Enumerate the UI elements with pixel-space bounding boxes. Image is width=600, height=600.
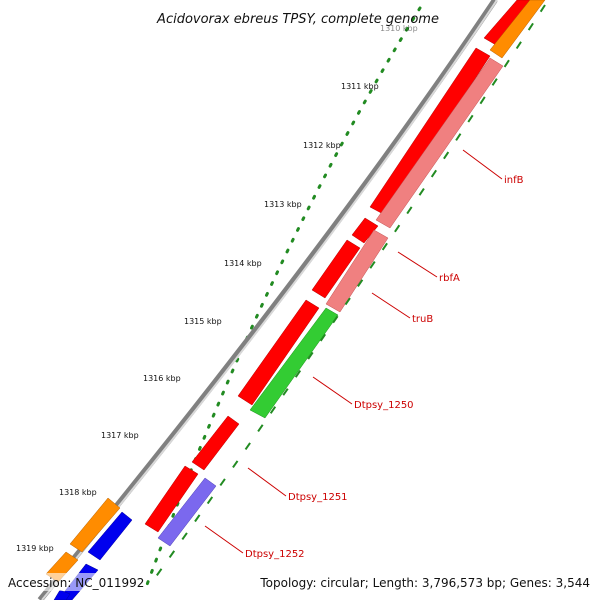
genome-title: Acidovorax ebreus TPSY, complete genome xyxy=(156,12,439,27)
tick-label-1312: 1312 kbp xyxy=(303,141,341,150)
reverse-strand-track xyxy=(157,0,546,547)
rbfA-leader xyxy=(397,251,438,278)
infB-gene-feature[interactable] xyxy=(375,57,504,229)
cds-feature-lower[interactable] xyxy=(144,465,199,533)
Dtpsy-1251-leader xyxy=(247,467,287,497)
scale-dotted-ring xyxy=(143,6,422,592)
gene-label-infB[interactable]: infB xyxy=(504,175,524,186)
genome-backbone-highlight xyxy=(41,0,498,600)
rbfA-gene-feature[interactable] xyxy=(325,229,389,313)
gene-label-truB[interactable]: truB xyxy=(412,314,433,325)
tick-labels: 1310 kbp 1311 kbp 1312 kbp 1313 kbp 1314… xyxy=(16,24,418,553)
cds-feature-mid[interactable] xyxy=(191,415,240,471)
gene-label-leaders xyxy=(204,149,503,554)
Dtpsy-1252-gene-feature[interactable] xyxy=(157,477,217,547)
tick-label-1318: 1318 kbp xyxy=(59,488,97,497)
blue-feature-1[interactable] xyxy=(87,511,133,561)
accession-backdrop xyxy=(6,573,146,591)
tick-label-1311: 1311 kbp xyxy=(341,82,379,91)
gene-labels: infB rbfA truB Dtpsy_1250 Dtpsy_1251 Dtp… xyxy=(245,175,524,560)
tick-label-1319: 1319 kbp xyxy=(16,544,54,553)
gene-label-rbfA[interactable]: rbfA xyxy=(439,273,460,284)
tick-label-1317: 1317 kbp xyxy=(101,431,139,440)
inner-dashed-ring xyxy=(149,4,546,586)
tick-label-1313: 1313 kbp xyxy=(264,200,302,209)
genome-summary-text: Topology: circular; Length: 3,796,573 bp… xyxy=(259,576,590,590)
orange-feature-lower[interactable] xyxy=(69,497,121,553)
gene-label-Dtpsy-1252[interactable]: Dtpsy_1252 xyxy=(245,549,305,560)
genome-backbone-shadow xyxy=(37,0,498,600)
cds-feature-infB-forward[interactable] xyxy=(369,47,491,216)
orange-feature-top[interactable] xyxy=(489,0,546,59)
gene-label-Dtpsy-1250[interactable]: Dtpsy_1250 xyxy=(354,400,414,411)
tick-label-1310: 1310 kbp xyxy=(380,24,418,33)
accession-text: Accession: NC_011992 xyxy=(8,576,144,590)
blue-feature-3[interactable] xyxy=(53,589,71,600)
gene-label-Dtpsy-1251[interactable]: Dtpsy_1251 xyxy=(288,492,348,503)
Dtpsy-1250-leader xyxy=(312,376,353,405)
Dtpsy-1250-gene-feature[interactable] xyxy=(249,307,339,419)
cds-feature-long[interactable] xyxy=(237,299,320,406)
cds-feature-small-1[interactable] xyxy=(351,217,379,244)
forward-strand-track xyxy=(144,0,531,533)
tick-label-1315: 1315 kbp xyxy=(184,317,222,326)
truB-leader xyxy=(371,292,411,319)
tick-label-1314: 1314 kbp xyxy=(224,259,262,268)
tick-label-1316: 1316 kbp xyxy=(143,374,181,383)
cds-feature-small-2[interactable] xyxy=(311,239,361,299)
Dtpsy-1252-leader xyxy=(204,525,244,554)
infB-leader xyxy=(462,149,503,180)
